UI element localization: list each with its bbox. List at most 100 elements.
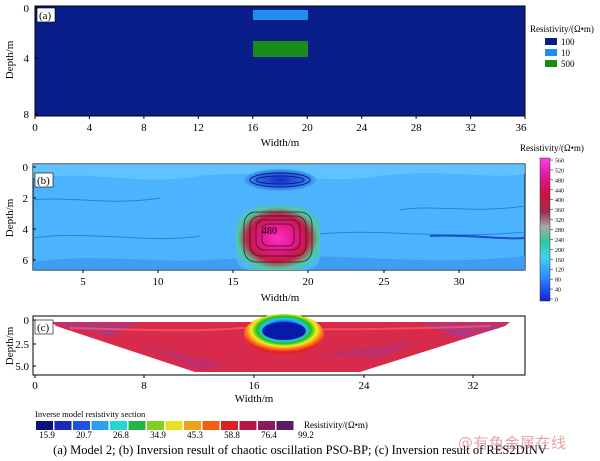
panel-b-colorbar-title: Resistivity/(Ω•m)	[520, 143, 584, 153]
colorbar-swatch	[73, 421, 90, 430]
legend-swatch-10	[545, 49, 557, 56]
colorbar-value-label: 99.2	[298, 430, 314, 440]
panel-c-colorbar: Inverse model resistivity section 15.9 20…	[35, 409, 368, 440]
panel-a-legend: Resistivity/(Ω•m) 100 10 500	[530, 24, 594, 69]
panel-c-ylabel: Depth/m	[4, 326, 16, 365]
panel-c-colorbar-swatches	[36, 421, 294, 430]
panel-a-y-axis: 0 4 8 Depth/m	[4, 3, 38, 121]
panel-b-contour	[32, 197, 161, 202]
colorbar-value-label: 58.8	[224, 430, 240, 440]
panel-c-y-axis: 0 2.5 5.0 Depth/m	[4, 315, 36, 373]
panel-c-x-axis: 0 8 16 24 32 Width/m	[32, 375, 479, 405]
panel-b-xtick: 20	[303, 276, 315, 288]
colorbar-swatch	[239, 421, 257, 430]
panel-a-xtick: 20	[302, 122, 314, 134]
panel-c-colorbar-title: Inverse model resistivity section	[35, 409, 146, 419]
colorbar-tick-label: 200	[555, 248, 564, 254]
colorbar-tick-label: 240	[555, 238, 564, 244]
colorbar-swatch	[128, 421, 146, 430]
colorbar-swatch	[184, 421, 201, 430]
panel-b-contour	[32, 234, 201, 240]
panel-b-contour	[249, 215, 307, 257]
panel-a-ylabel: Depth/m	[4, 40, 16, 79]
panel-b-x-axis: 5 10 15 20 25 30 Width/m	[80, 270, 465, 304]
panel-b-xtick: 15	[228, 276, 240, 288]
colorbar-tick-label: 400	[555, 198, 564, 204]
colorbar-swatch	[221, 421, 238, 430]
colorbar-tick-label: 120	[555, 268, 564, 274]
panel-b-label: (b)	[37, 175, 50, 187]
panel-b-colorbar-gradient	[539, 157, 551, 302]
panel-a-ytick: 4	[24, 53, 30, 65]
colorbar-tick-label: 360	[555, 208, 564, 214]
panel-c-xtick: 0	[32, 380, 38, 392]
panel-b-contour	[261, 223, 295, 247]
colorbar-tick-label: 480	[555, 178, 564, 184]
legend-label-500: 500	[561, 59, 575, 69]
colorbar-swatch	[165, 421, 183, 430]
panel-b-ylabel: Depth/m	[4, 198, 16, 237]
panel-c-xtick: 32	[468, 380, 479, 392]
panel-c-colorbar-unit: Resistivity/(Ω•m)	[304, 420, 368, 430]
panel-a-block-10	[253, 10, 308, 20]
panel-a-xtick: 12	[193, 122, 204, 134]
panel-c-xlabel: Width/m	[235, 393, 274, 405]
panel-a: (a) 0 4 8 Depth/m 0 4 8 12 1	[4, 3, 594, 149]
panel-a-xtick: 24	[356, 122, 368, 134]
legend-swatch-100	[545, 38, 557, 45]
panel-b-contour	[319, 231, 526, 236]
colorbar-tick-label: 280	[555, 228, 564, 234]
panel-a-xtick: 0	[32, 122, 38, 134]
colorbar-tick-label: 40	[555, 288, 561, 294]
colorbar-value-label: 15.9	[39, 430, 55, 440]
legend-label-100: 100	[561, 37, 575, 47]
panel-b-xlabel: Width/m	[261, 292, 300, 304]
colorbar-value-label: 20.7	[76, 430, 92, 440]
panel-c-anomaly-core	[262, 322, 306, 340]
panel-b-contour	[429, 234, 526, 240]
panel-b-ytick: 2	[23, 193, 29, 205]
panel-b-low-anomaly	[244, 169, 316, 191]
panel-a-xtick: 4	[87, 122, 93, 134]
panel-b-contour	[243, 211, 313, 263]
panel-c-ytick: 5.0	[15, 361, 29, 373]
panel-a-xtick: 8	[141, 122, 147, 134]
panel-a-background	[34, 5, 526, 117]
panel-a-ytick: 0	[24, 3, 30, 15]
legend-swatch-500	[545, 60, 557, 67]
panel-a-xlabel: Width/m	[261, 137, 300, 149]
panel-c-zone	[320, 340, 420, 358]
colorbar-swatch	[91, 421, 109, 430]
panel-a-xtick: 32	[465, 122, 476, 134]
panel-c-zone	[140, 345, 230, 370]
colorbar-swatch	[110, 421, 127, 430]
panel-a-label: (a)	[39, 10, 52, 22]
panel-c-xtick: 8	[141, 380, 147, 392]
colorbar-tick-label: 320	[555, 218, 564, 224]
panel-c-colorbar-labels: 15.9 20.7 26.8 34.9 45.3 58.8 76.4 99.2	[39, 430, 314, 440]
legend-label-10: 10	[561, 48, 571, 58]
colorbar-tick-label: 560	[555, 159, 564, 165]
panel-b-xtick: 30	[454, 276, 466, 288]
panel-b: 480 (b) 0 2 4 6 Depth/m 5 10 15 20	[4, 143, 584, 304]
panel-a-block-500	[253, 41, 308, 57]
panel-b-contour-label: 480	[262, 226, 277, 237]
panel-c-label: (c)	[37, 322, 50, 334]
colorbar-tick-label: 520	[555, 168, 564, 174]
colorbar-value-label: 76.4	[261, 430, 277, 440]
panel-b-contour	[255, 175, 305, 185]
panel-b-ytick: 0	[23, 162, 29, 174]
panel-a-xtick: 16	[247, 122, 259, 134]
panel-c-label-box	[34, 319, 54, 335]
panel-b-colorbar-ticks: 5605204804404003603202802402001601208040…	[550, 159, 564, 304]
panel-c-contour	[69, 325, 491, 332]
colorbar-swatch	[202, 421, 220, 430]
panel-c-ytick: 2.5	[15, 339, 29, 351]
panel-a-label-box	[36, 7, 56, 23]
panel-b-contour	[249, 172, 311, 188]
colorbar-tick-label: 160	[555, 258, 564, 264]
panel-b-contour	[255, 219, 301, 251]
panel-b-high-anomaly	[236, 206, 320, 270]
panel-b-contour	[399, 205, 526, 211]
